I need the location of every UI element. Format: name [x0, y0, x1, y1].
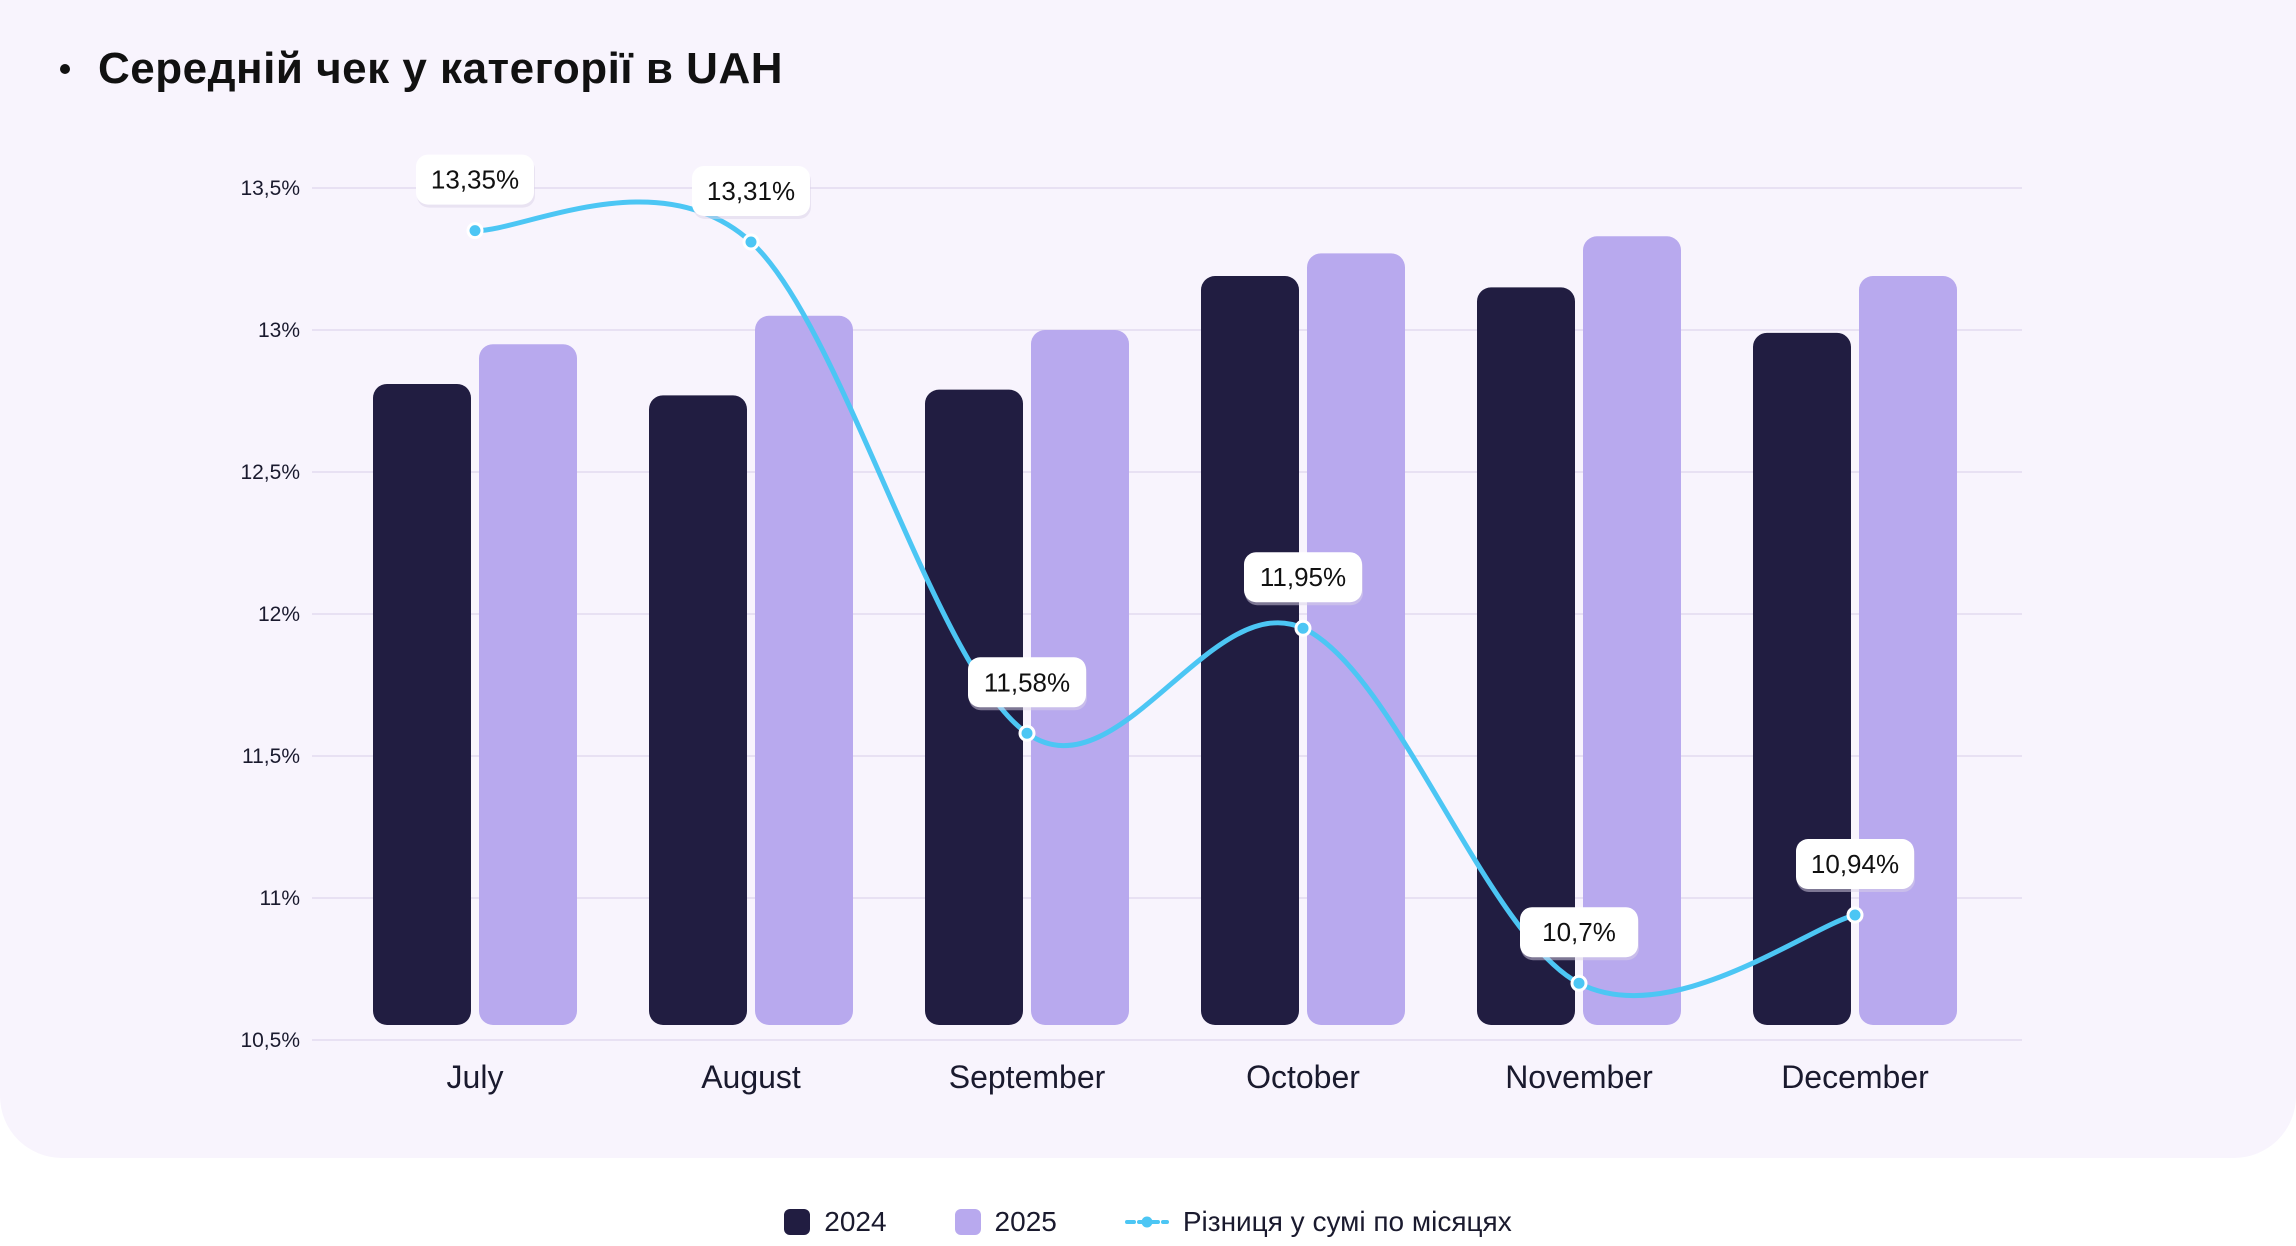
bar-2025[interactable]: [755, 315, 853, 1025]
x-tick-label: July: [447, 1059, 504, 1095]
bullet-icon: [60, 64, 70, 74]
legend-label-2024: 2024: [824, 1206, 887, 1237]
x-tick-label: September: [949, 1059, 1106, 1095]
title-row: Середній чек у категорії в UAH: [60, 44, 783, 94]
x-tick-label: December: [1781, 1059, 1929, 1095]
data-label-box: [1796, 839, 1914, 890]
line-point[interactable]: [466, 222, 484, 240]
line-point[interactable]: [1570, 974, 1588, 992]
line-point[interactable]: [742, 233, 760, 251]
bar-2024[interactable]: [649, 395, 747, 1025]
data-label: 10,94%: [1811, 849, 1899, 879]
y-tick-label: 12%: [258, 603, 300, 626]
y-tick-label: 13,5%: [240, 177, 300, 200]
bar-2024[interactable]: [1201, 276, 1299, 1025]
x-tick-label: November: [1505, 1059, 1653, 1095]
bar-2025[interactable]: [1859, 276, 1957, 1025]
line-point[interactable]: [1846, 906, 1864, 924]
y-tick-label: 12,5%: [240, 461, 300, 484]
data-label: 13,35%: [431, 165, 519, 195]
data-label-box: [1520, 907, 1638, 958]
data-label-box: [1244, 552, 1362, 603]
chart-plot: 13,5% 13% 12,5% 12% 11,5% 11% 10,5% July August S…: [240, 154, 2022, 1095]
y-tick-label: 10,5%: [240, 1029, 300, 1052]
line-point[interactable]: [1018, 724, 1036, 742]
y-tick-label: 11,5%: [242, 745, 300, 768]
chart-title: Середній чек у категорії в UAH: [98, 44, 783, 93]
legend: 2024 2025 Різниця у сумі по місяцях: [0, 1200, 2296, 1244]
legend-swatch-2025: [954, 1209, 981, 1235]
legend-label-2025: 2025: [994, 1206, 1057, 1237]
bar-2024[interactable]: [1477, 287, 1575, 1025]
data-label: 10,7%: [1542, 917, 1616, 947]
legend-item-difference[interactable]: Різниця у сумі по місяцях: [1124, 1206, 1512, 1238]
data-label-box: [692, 165, 810, 216]
bar-2025[interactable]: [479, 344, 577, 1025]
legend-swatch-2024: [784, 1209, 811, 1235]
line-point[interactable]: [1294, 619, 1312, 637]
y-tick-label: 13%: [258, 319, 300, 342]
y-tick-label: 11%: [260, 887, 300, 910]
data-label-box: [968, 657, 1086, 708]
data-label-box: [416, 154, 534, 205]
bar-2025[interactable]: [1307, 253, 1405, 1025]
bar-2024[interactable]: [373, 383, 471, 1026]
legend-label-difference: Різниця у сумі по місяцях: [1182, 1206, 1512, 1237]
x-tick-label: October: [1246, 1059, 1360, 1095]
legend-item-2024[interactable]: 2024: [784, 1206, 887, 1238]
data-label: 11,95%: [1260, 562, 1346, 592]
data-label: 13,31%: [707, 176, 795, 206]
data-label: 11,58%: [984, 667, 1070, 697]
legend-line-icon: [1124, 1216, 1169, 1228]
bar-2025[interactable]: [1583, 236, 1681, 1025]
legend-item-2025[interactable]: 2025: [954, 1206, 1057, 1238]
x-tick-label: August: [701, 1059, 801, 1095]
